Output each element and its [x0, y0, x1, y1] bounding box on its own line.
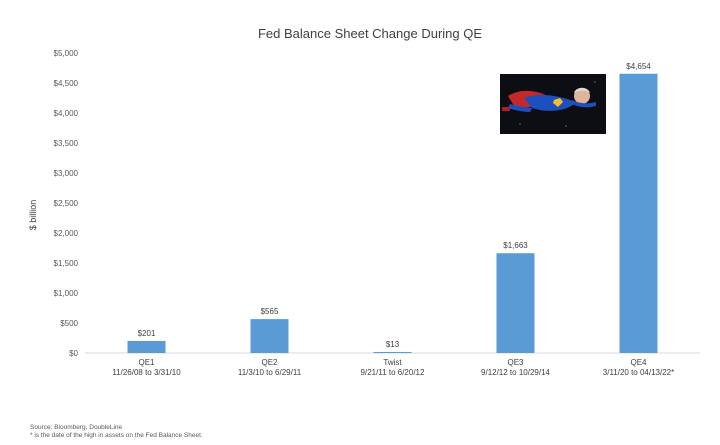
- data-label: $565: [261, 307, 279, 316]
- y-tick-label: $0: [69, 349, 78, 358]
- data-label: $13: [386, 340, 400, 349]
- y-tick-label: $500: [60, 319, 78, 328]
- y-tick-label: $4,000: [54, 109, 79, 118]
- category-date-label: 3/11/20 to 04/13/22*: [603, 368, 674, 377]
- data-label: $1,663: [503, 241, 528, 250]
- data-labels: $201 $565 $13 $1,663 $4,654: [138, 62, 652, 349]
- category-date-label: 9/12/12 to 10/29/14: [481, 368, 551, 377]
- bar-twist: [373, 352, 412, 353]
- category-label: QE4: [630, 358, 647, 367]
- y-tick-label: $1,500: [54, 259, 79, 268]
- y-tick-label: $4,500: [54, 79, 79, 88]
- data-label: $4,654: [626, 62, 651, 71]
- y-tick-label: $3,500: [54, 139, 79, 148]
- source-line: Source: Bloomberg, DoubleLine: [30, 424, 123, 431]
- category-date-label: 11/3/10 to 6/29/11: [238, 368, 302, 377]
- bars: [127, 73, 658, 353]
- bar-qe2: [250, 319, 289, 353]
- category-date-label: 11/26/08 to 3/31/10: [112, 368, 181, 377]
- source-note: Source: Bloomberg, DoubleLine * is the d…: [30, 424, 203, 440]
- category-label: QE3: [507, 358, 524, 367]
- superhero-image: [500, 74, 606, 134]
- data-label: $201: [138, 329, 156, 338]
- y-axis-ticks: $0 $500 $1,000 $1,500 $2,000 $2,500 $3,000 $3,5…: [54, 49, 79, 358]
- y-tick-label: $1,000: [54, 289, 79, 298]
- y-tick-label: $5,000: [54, 49, 79, 58]
- bar-qe3: [496, 253, 535, 353]
- y-tick-label: $2,500: [54, 199, 79, 208]
- y-axis-label: $ billion: [28, 200, 38, 231]
- category-date-label: 9/21/11 to 6/20/12: [361, 368, 425, 377]
- y-tick-label: $2,000: [54, 229, 79, 238]
- bar-qe4: [619, 73, 658, 353]
- chart-title: Fed Balance Sheet Change During QE: [258, 26, 482, 41]
- y-tick-label: $3,000: [54, 169, 79, 178]
- bar-qe1: [127, 340, 166, 353]
- category-label: QE2: [261, 358, 278, 367]
- footnote-line: * is the date of the high in assets on t…: [30, 432, 203, 439]
- category-label: Twist: [383, 358, 402, 367]
- category-label: QE1: [138, 358, 155, 367]
